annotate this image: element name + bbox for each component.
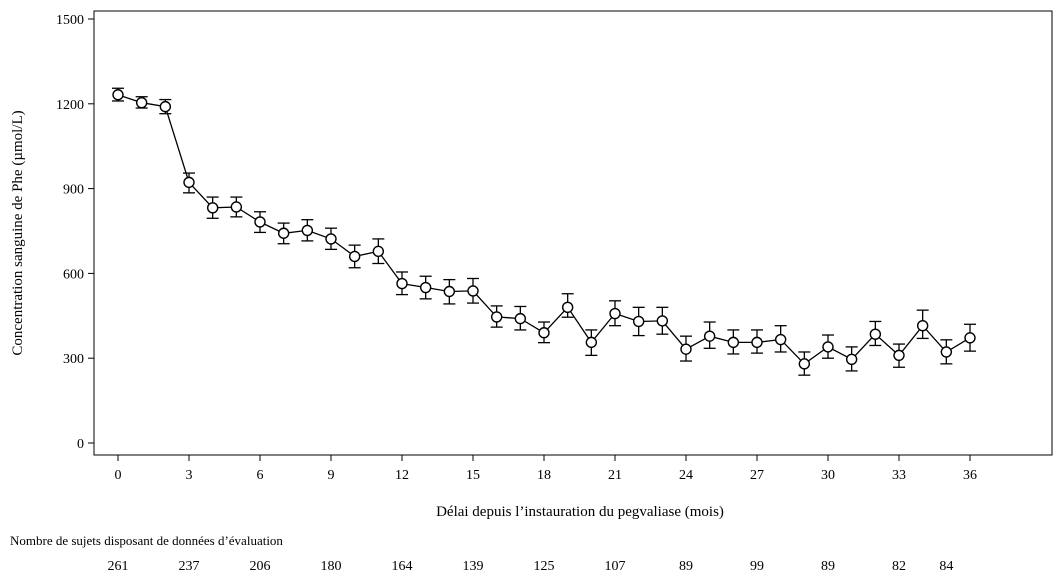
x-tick-label: 9 — [328, 468, 335, 483]
data-point — [893, 349, 905, 362]
data-point — [585, 336, 598, 349]
data-points — [112, 89, 976, 370]
data-point — [656, 315, 669, 327]
risk-table-value: 180 — [321, 559, 342, 574]
data-point — [609, 307, 621, 320]
data-point — [396, 277, 408, 290]
data-point — [254, 216, 266, 228]
x-tick-label: 24 — [679, 468, 693, 483]
data-point — [727, 336, 740, 349]
x-tick-label: 33 — [892, 468, 906, 483]
risk-table-values: 261 237 206 180 164 139 125 107 89 99 89 82 84 — [108, 559, 954, 574]
data-point — [916, 319, 929, 332]
risk-table-value: 139 — [463, 559, 484, 574]
data-point — [845, 353, 858, 366]
risk-table-value: 84 — [939, 559, 953, 574]
data-point — [443, 285, 456, 298]
data-point — [467, 285, 479, 297]
data-point — [206, 202, 219, 214]
data-point — [798, 358, 811, 370]
axes — [93, 10, 1053, 456]
x-tick-label: 6 — [257, 468, 264, 483]
data-point — [538, 327, 550, 339]
data-point — [325, 233, 337, 245]
x-tick-label: 15 — [466, 468, 480, 483]
data-point — [490, 311, 503, 323]
risk-table-value: 107 — [605, 559, 626, 574]
data-point — [277, 227, 290, 239]
risk-table-value: 206 — [250, 559, 271, 574]
risk-table-value: 164 — [392, 559, 413, 574]
data-point — [230, 201, 243, 213]
risk-table-title: Nombre de sujets disposant de données d’… — [10, 533, 283, 548]
data-point — [869, 328, 882, 340]
data-point — [348, 250, 361, 263]
y-tick-label: 300 — [63, 352, 84, 367]
x-axis-label: Délai depuis l’instauration du pegvalias… — [436, 504, 724, 520]
x-tick-label: 18 — [537, 468, 551, 483]
y-ticks: 0 300 600 900 1200 1500 — [56, 13, 94, 452]
y-tick-label: 1200 — [56, 98, 84, 113]
x-tick-label: 21 — [608, 468, 622, 483]
x-tick-label: 36 — [963, 468, 977, 483]
data-point — [703, 330, 716, 342]
data-point — [514, 312, 527, 325]
data-point — [561, 301, 574, 314]
data-point — [822, 341, 834, 353]
data-point — [680, 343, 692, 355]
data-point — [632, 315, 645, 328]
data-point — [183, 176, 195, 189]
data-point — [774, 333, 787, 346]
x-ticks: 0 3 6 9 12 15 18 21 24 27 30 33 36 — [115, 455, 977, 483]
data-point — [372, 245, 385, 258]
risk-table-value: 261 — [108, 559, 129, 574]
data-point — [301, 224, 314, 237]
risk-table-value: 89 — [821, 559, 835, 574]
data-point — [419, 281, 432, 294]
y-tick-label: 900 — [63, 183, 84, 198]
x-tick-label: 27 — [750, 468, 764, 483]
plot-frame — [93, 10, 1053, 456]
risk-table-value: 82 — [892, 559, 906, 574]
x-tick-label: 30 — [821, 468, 835, 483]
risk-table-value: 237 — [179, 559, 200, 574]
data-point — [964, 332, 976, 344]
risk-table-value: 125 — [534, 559, 555, 574]
x-tick-label: 0 — [115, 468, 122, 483]
x-tick-label: 3 — [186, 468, 193, 483]
data-point — [159, 100, 172, 113]
data-point — [112, 89, 124, 101]
data-point — [135, 96, 148, 109]
data-point — [940, 346, 953, 358]
y-tick-label: 600 — [63, 267, 84, 282]
y-tick-label: 1500 — [56, 13, 84, 28]
y-axis-label: Concentration sanguine de Phe (µmol/L) — [10, 110, 26, 355]
y-tick-label: 0 — [77, 437, 84, 452]
data-point — [751, 336, 763, 349]
x-tick-label: 12 — [395, 468, 409, 483]
risk-table-value: 99 — [750, 559, 764, 574]
risk-table-value: 89 — [679, 559, 693, 574]
